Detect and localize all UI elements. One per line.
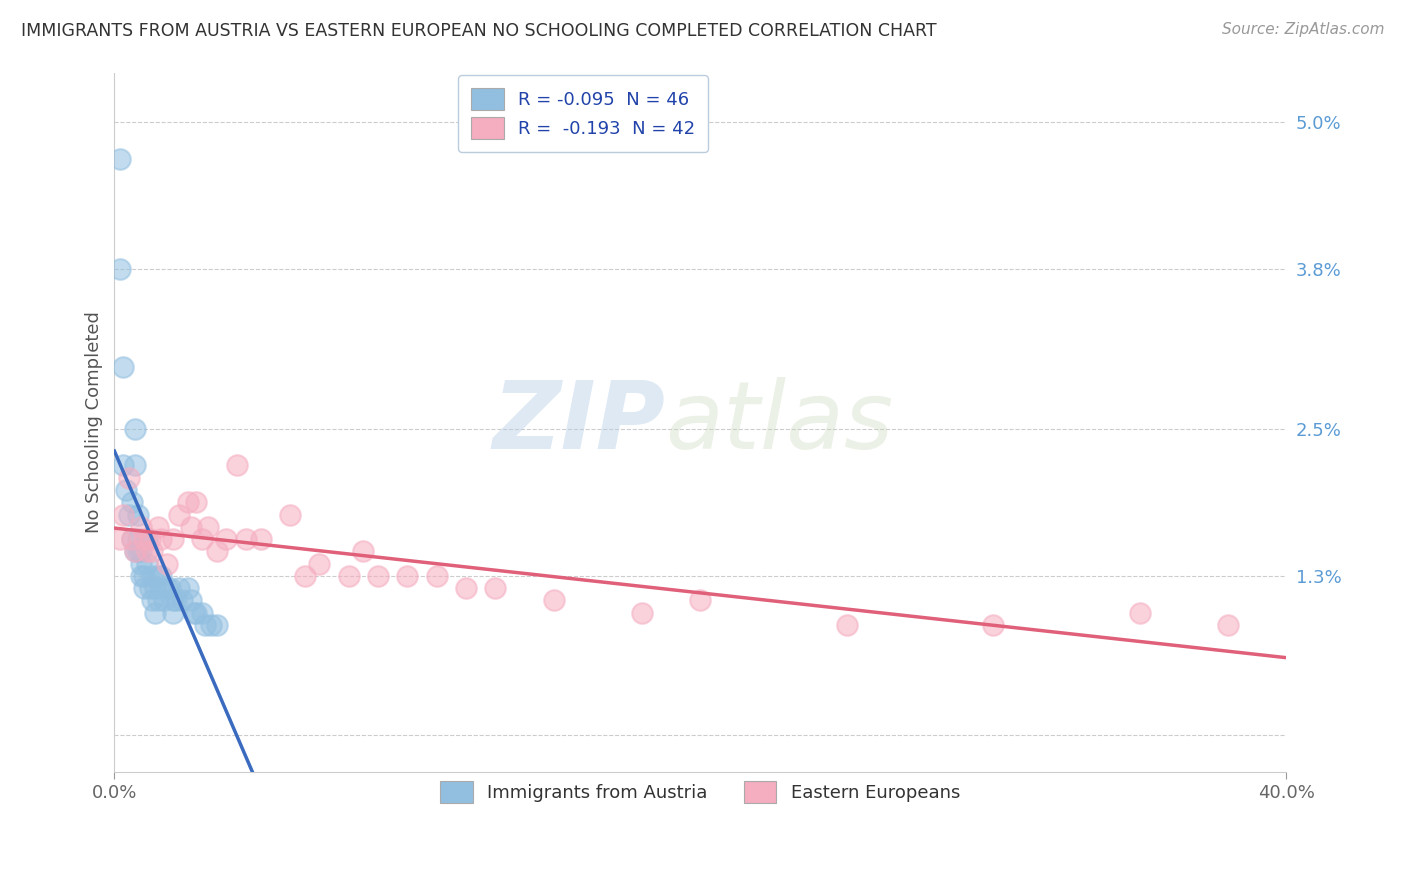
Point (145, 606, 167, 620)
Point (129, 557, 152, 571)
Point (156, 557, 179, 571)
Point (132, 532, 155, 546)
Point (191, 606, 214, 620)
Point (543, 593, 565, 607)
Point (167, 508, 190, 522)
Point (141, 593, 163, 607)
Text: ZIP: ZIP (492, 376, 665, 468)
Point (250, 532, 273, 546)
Point (129, 569, 152, 583)
Point (141, 544, 163, 558)
Point (138, 532, 160, 546)
Point (186, 606, 208, 620)
Point (197, 520, 219, 534)
Point (337, 569, 360, 583)
Point (215, 532, 238, 546)
Point (156, 581, 179, 595)
Point (150, 581, 173, 595)
Text: IMMIGRANTS FROM AUSTRIA VS EASTERN EUROPEAN NO SCHOOLING COMPLETED CORRELATION C: IMMIGRANTS FROM AUSTRIA VS EASTERN EUROP… (21, 22, 936, 40)
Point (135, 544, 157, 558)
Point (835, 618, 858, 632)
Y-axis label: No Schooling Completed: No Schooling Completed (86, 311, 103, 533)
Point (352, 544, 374, 558)
Point (183, 606, 205, 620)
Point (981, 618, 1004, 632)
Point (396, 569, 419, 583)
Point (165, 593, 187, 607)
Point (124, 422, 146, 436)
Point (630, 606, 652, 620)
Point (124, 458, 146, 473)
Point (135, 557, 157, 571)
Point (115, 483, 138, 497)
Point (135, 532, 157, 546)
Point (112, 458, 135, 473)
Point (1216, 618, 1239, 632)
Point (141, 569, 163, 583)
Point (426, 569, 449, 583)
Point (176, 495, 198, 509)
Point (180, 520, 202, 534)
Point (484, 581, 506, 595)
Point (112, 508, 135, 522)
Point (148, 520, 170, 534)
Point (110, 262, 132, 277)
Point (110, 532, 132, 546)
Point (121, 495, 143, 509)
Point (200, 618, 222, 632)
Point (226, 458, 249, 473)
Point (167, 581, 190, 595)
Point (124, 544, 146, 558)
Point (127, 508, 149, 522)
Legend: Immigrants from Austria, Eastern Europeans: Immigrants from Austria, Eastern Europea… (427, 768, 973, 815)
Point (132, 581, 155, 595)
Point (121, 532, 143, 546)
Point (153, 593, 176, 607)
Point (150, 569, 173, 583)
Point (162, 532, 184, 546)
Point (454, 581, 477, 595)
Text: atlas: atlas (665, 377, 893, 468)
Point (124, 544, 146, 558)
Point (150, 532, 173, 546)
Point (689, 593, 711, 607)
Point (129, 544, 152, 558)
Point (191, 532, 214, 546)
Point (308, 557, 330, 571)
Point (118, 471, 141, 485)
Point (145, 581, 167, 595)
Point (1129, 606, 1152, 620)
Point (127, 544, 149, 558)
Point (278, 508, 301, 522)
Point (294, 569, 316, 583)
Point (162, 593, 184, 607)
Point (132, 569, 155, 583)
Point (170, 593, 193, 607)
Point (159, 581, 181, 595)
Point (110, 152, 132, 166)
Point (112, 360, 135, 375)
Text: Source: ZipAtlas.com: Source: ZipAtlas.com (1222, 22, 1385, 37)
Point (367, 569, 389, 583)
Point (205, 544, 228, 558)
Point (127, 532, 149, 546)
Point (186, 495, 208, 509)
Point (162, 606, 184, 620)
Point (205, 618, 228, 632)
Point (148, 593, 170, 607)
Point (138, 581, 160, 595)
Point (194, 618, 217, 632)
Point (121, 532, 143, 546)
Point (148, 569, 170, 583)
Point (118, 508, 141, 522)
Point (176, 581, 198, 595)
Point (180, 593, 202, 607)
Point (129, 520, 152, 534)
Point (235, 532, 257, 546)
